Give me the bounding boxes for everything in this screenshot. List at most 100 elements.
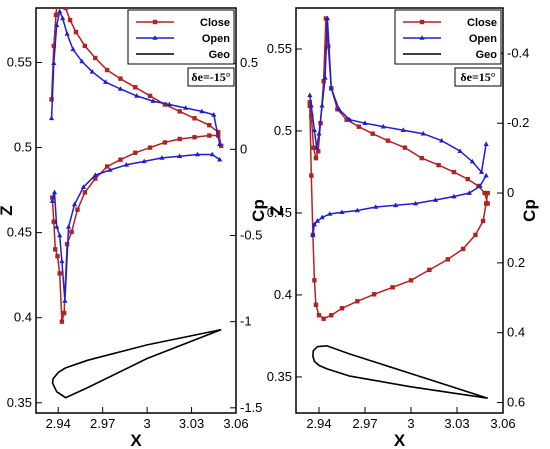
data-point-open xyxy=(477,183,483,188)
legend-marker xyxy=(152,35,158,40)
data-point-open xyxy=(199,108,205,114)
series-line-open-upper xyxy=(309,18,487,174)
data-point-close xyxy=(385,138,391,143)
data-point-close xyxy=(216,129,221,135)
data-point-open xyxy=(166,101,172,107)
data-point-close xyxy=(133,150,138,155)
data-point-close xyxy=(69,229,74,235)
data-point-open xyxy=(49,198,55,203)
data-point-open xyxy=(117,86,124,91)
data-point-close xyxy=(55,253,60,259)
data-point-open xyxy=(60,15,66,21)
data-point-open xyxy=(54,224,60,229)
y2-tick-label: -0.5 xyxy=(240,227,262,242)
y2-tick-label: -1 xyxy=(240,314,252,329)
data-point-close xyxy=(460,246,466,252)
data-point-close xyxy=(177,136,182,142)
data-point-open xyxy=(432,197,439,202)
data-point-close xyxy=(372,292,377,297)
data-point-close xyxy=(402,145,408,150)
data-point-close xyxy=(321,316,326,321)
y-tick-label: 0.45 xyxy=(7,225,32,240)
chart-panel-right: 2.94 2.97 3 3.03 3.06 0.35 0.4 0.45 0.5 0.55 -0.4 -… xyxy=(267,7,539,449)
data-point-close xyxy=(419,155,424,161)
x-axis-label: X xyxy=(130,431,142,449)
data-point-open xyxy=(324,15,331,21)
data-point-close xyxy=(177,109,182,114)
data-point-open xyxy=(92,172,98,177)
data-point-close xyxy=(316,313,322,318)
data-point-open xyxy=(319,214,325,220)
y-tick-label: 0.35 xyxy=(267,369,292,384)
data-point-close xyxy=(370,131,375,136)
data-point-close xyxy=(147,145,153,150)
data-point-close xyxy=(427,267,432,273)
data-point-close xyxy=(436,162,441,168)
data-point-open xyxy=(51,189,58,195)
legend-box xyxy=(127,9,235,65)
legend-box xyxy=(394,9,502,65)
y-tick-label: 0.35 xyxy=(7,395,32,410)
data-point-open xyxy=(194,151,201,157)
data-point-open xyxy=(54,22,60,28)
data-point-open xyxy=(103,79,109,84)
data-point-close xyxy=(321,79,326,84)
y2-tick-label: 0.2 xyxy=(507,255,525,270)
legend-label-close: Close xyxy=(200,17,230,29)
x-tick-label: 3 xyxy=(407,416,414,431)
data-point-close xyxy=(104,164,110,169)
data-point-close xyxy=(192,135,197,140)
data-point-open xyxy=(141,158,147,164)
data-point-close xyxy=(73,29,79,35)
y2-tick-label: 0 xyxy=(240,141,247,156)
data-point-close xyxy=(51,43,56,49)
data-point-open xyxy=(209,151,215,157)
legend: Close Open Geo xyxy=(127,9,235,65)
x-tick-label: 2.94 xyxy=(46,416,71,431)
data-point-close xyxy=(312,278,317,283)
data-point-close xyxy=(63,8,68,11)
plot-frame xyxy=(295,7,504,414)
data-point-close xyxy=(445,257,450,262)
data-point-close xyxy=(356,124,362,129)
data-point-close xyxy=(57,271,62,276)
data-point-open xyxy=(420,130,426,136)
annotation-box xyxy=(454,67,502,87)
annotation-box xyxy=(187,67,235,87)
data-point-open xyxy=(70,46,76,52)
data-point-close xyxy=(311,145,316,150)
data-point-open xyxy=(123,162,129,167)
data-point-open xyxy=(89,68,95,74)
legend-label-open: Open xyxy=(469,33,497,45)
data-point-close xyxy=(482,190,487,196)
data-point-open xyxy=(65,224,72,229)
y-axis-label: Z xyxy=(0,205,16,215)
data-point-close xyxy=(67,17,73,23)
y2-tick-label: 0.4 xyxy=(507,325,525,340)
legend-marker xyxy=(419,19,425,25)
data-point-close xyxy=(483,201,489,206)
x-tick-label: 3.03 xyxy=(444,416,469,431)
data-point-close xyxy=(49,97,54,102)
y2-tick-label: -0.4 xyxy=(507,45,529,60)
data-point-open xyxy=(183,105,189,110)
data-point-close xyxy=(162,102,168,107)
data-point-close xyxy=(147,93,153,99)
data-point-open xyxy=(79,58,85,64)
y2-tick-label: 0.6 xyxy=(507,395,525,410)
data-point-open xyxy=(483,141,489,146)
y2-tick-label: 0.5 xyxy=(240,55,258,70)
x-tick-label: 3.06 xyxy=(490,416,515,431)
data-point-open xyxy=(413,200,419,206)
y-tick-label: 0.55 xyxy=(7,54,32,69)
data-point-open xyxy=(328,85,334,91)
data-point-open xyxy=(362,120,368,126)
data-point-open xyxy=(51,60,57,65)
data-point-close xyxy=(50,195,55,200)
data-point-close xyxy=(339,306,345,311)
data-point-close xyxy=(316,148,321,154)
data-point-close xyxy=(82,190,88,195)
data-point-close xyxy=(104,67,110,73)
data-point-open xyxy=(310,232,316,237)
data-point-open xyxy=(150,98,156,103)
